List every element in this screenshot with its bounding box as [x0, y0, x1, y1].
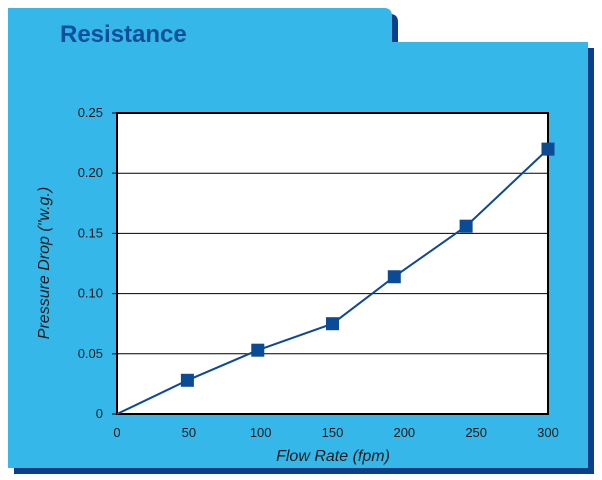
x-tick-label: 100 [250, 425, 272, 440]
x-tick-label: 50 [182, 425, 196, 440]
data-point-marker [459, 219, 473, 233]
data-point-marker [326, 317, 339, 331]
data-point-marker [251, 343, 265, 357]
data-point-marker [541, 142, 555, 156]
y-tick-label: 0.05 [78, 346, 103, 361]
x-tick-label: 250 [465, 425, 487, 440]
data-point-marker [387, 270, 401, 284]
x-tick-label: 150 [322, 425, 344, 440]
x-axis-label: Flow Rate (fpm) [276, 448, 390, 465]
y-tick-label: 0.15 [78, 225, 103, 240]
plot-area [116, 112, 549, 415]
y-tick-label: 0.25 [78, 105, 103, 120]
data-point-marker [180, 373, 194, 387]
chart-title: Resistance [60, 21, 187, 48]
x-tick-label: 300 [537, 425, 559, 440]
x-tick-label: 0 [113, 425, 120, 440]
y-tick-label: 0 [96, 406, 103, 421]
y-tick-label: 0.10 [78, 286, 103, 301]
x-tick-label: 200 [393, 425, 415, 440]
y-tick-label: 0.20 [78, 165, 103, 180]
y-axis-label: Pressure Drop ("w.g.) [36, 187, 53, 339]
